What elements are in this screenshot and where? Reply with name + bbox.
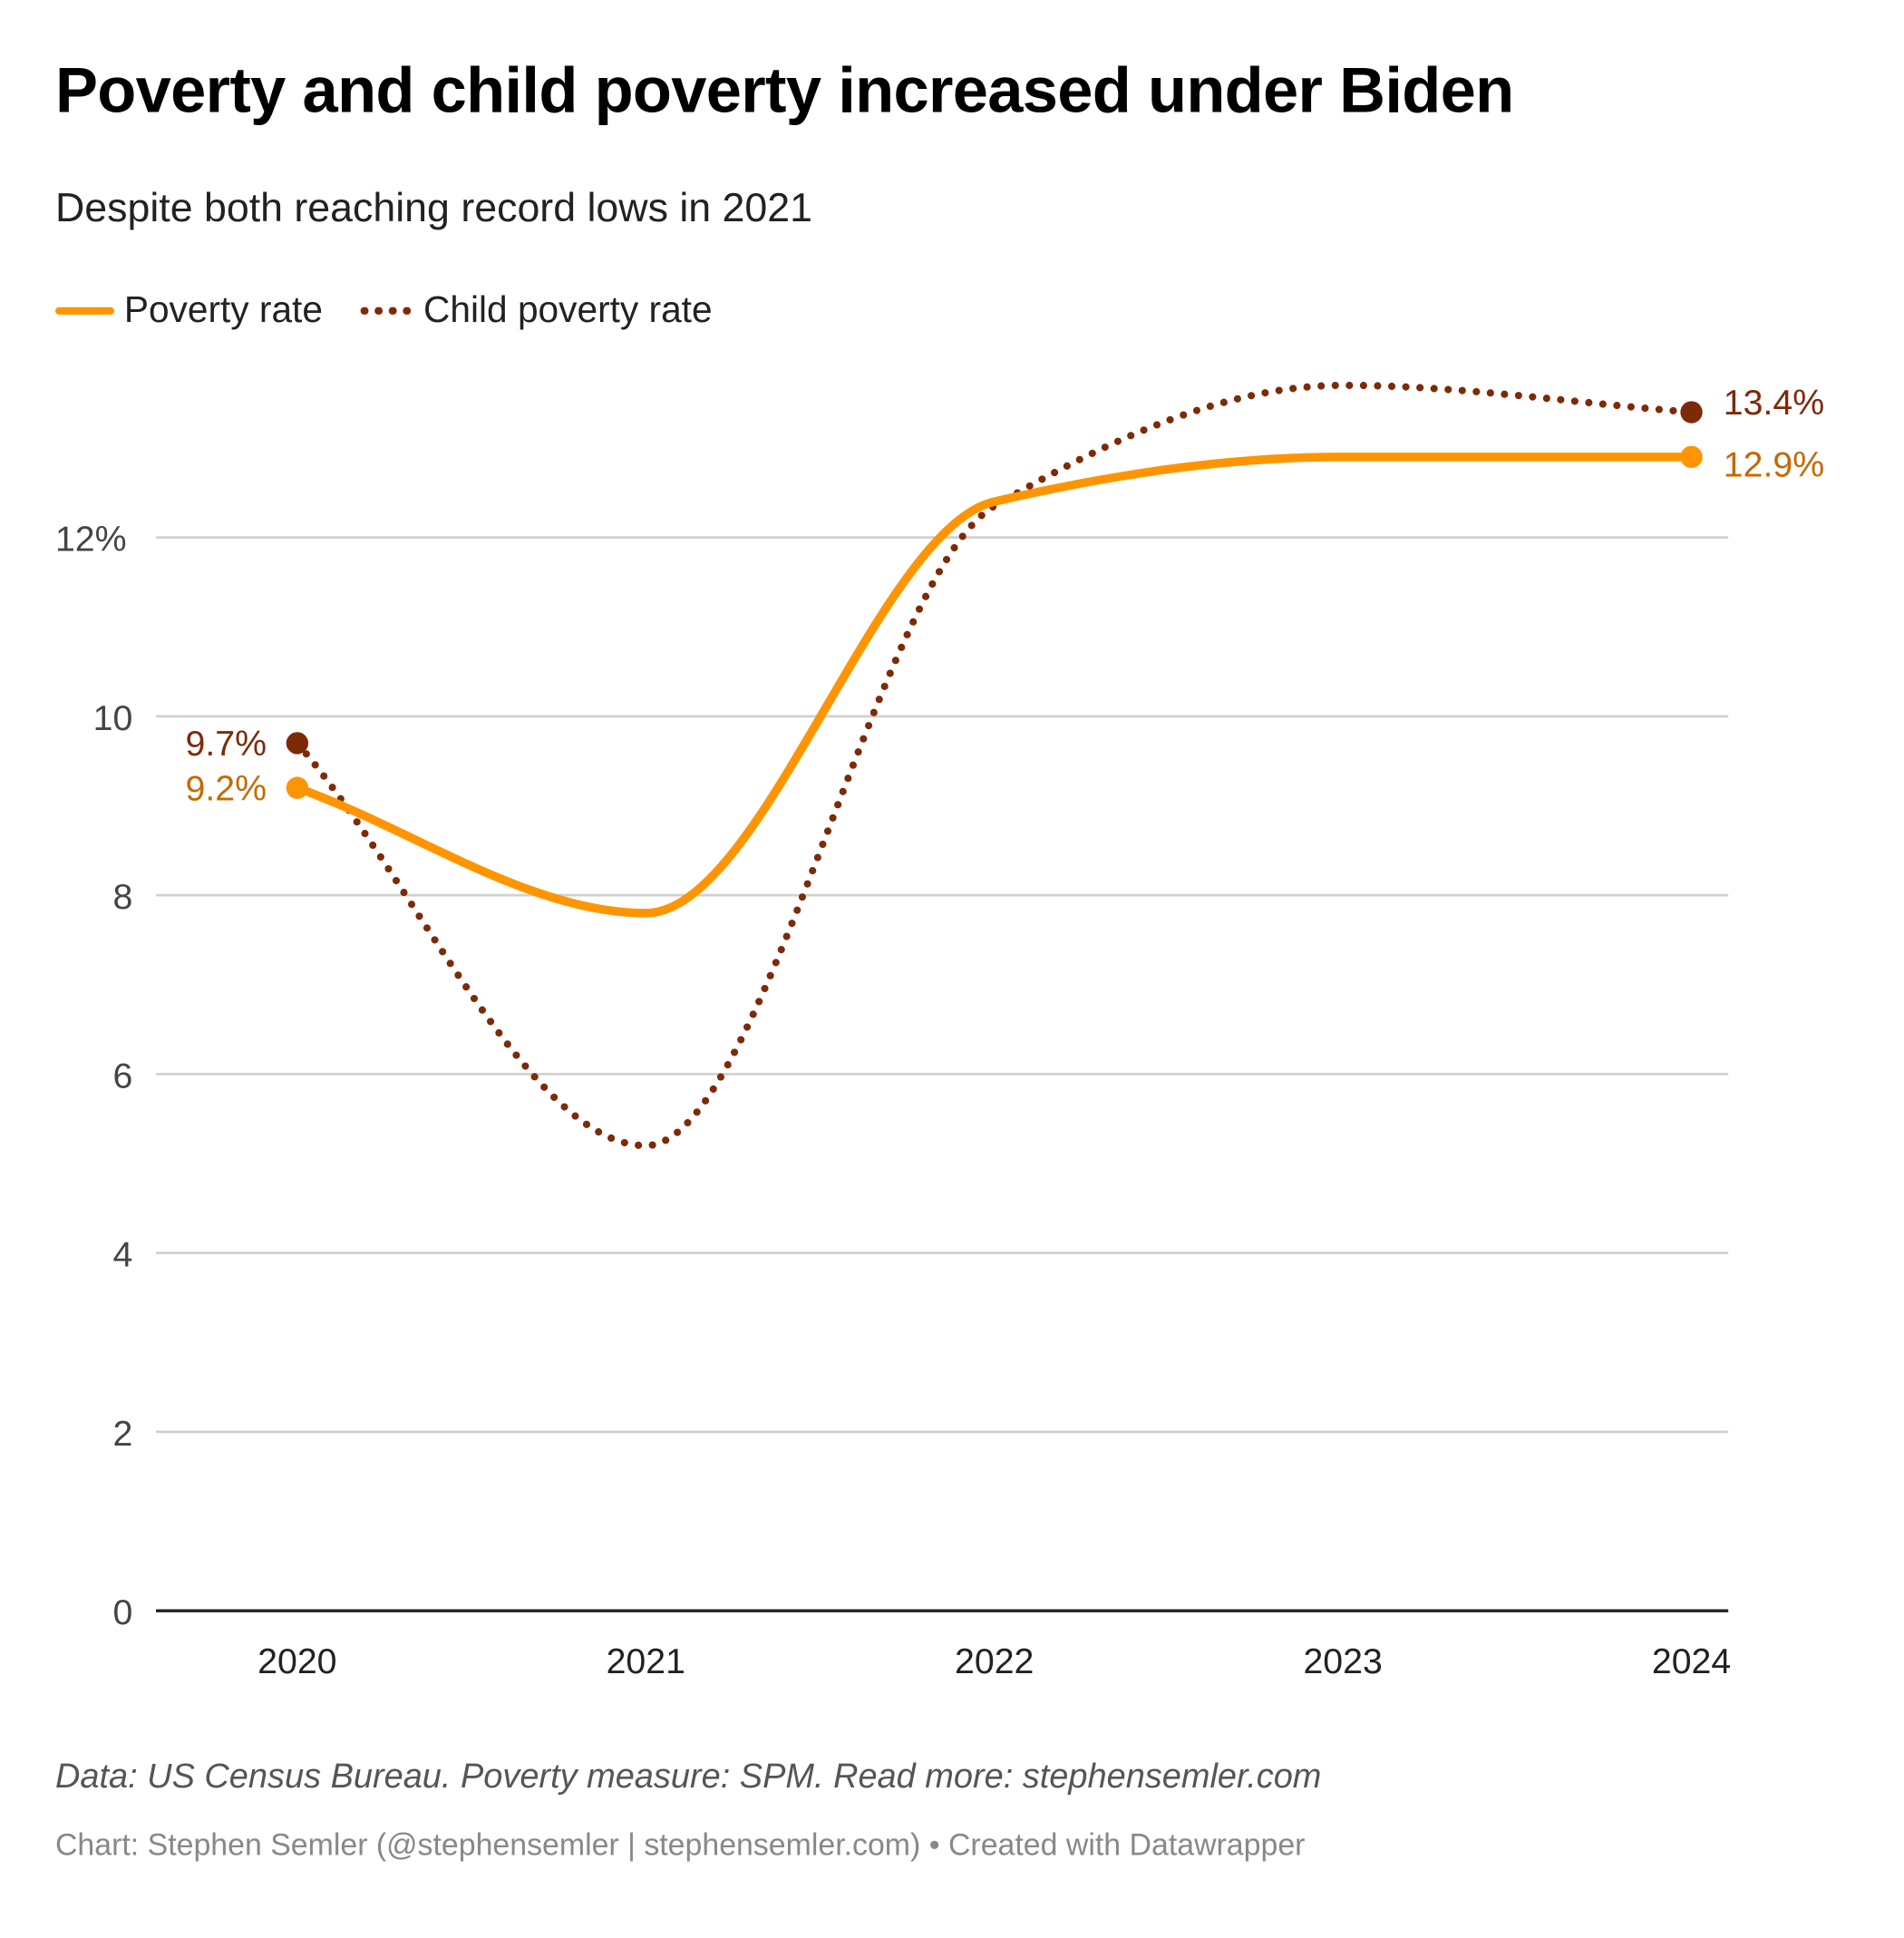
y-tick-label: 12%: [55, 519, 127, 559]
x-tick-label: 2023: [1303, 1641, 1382, 1681]
legend-label-child: Child poverty rate: [423, 289, 713, 331]
y-tick-label: 4: [112, 1235, 132, 1275]
data-point: [286, 776, 309, 799]
data-label: 9.2%: [185, 768, 267, 808]
chart-title: Poverty and child poverty increased unde…: [54, 54, 1514, 127]
x-tick-label: 2022: [955, 1641, 1034, 1681]
legend-swatch-child: [356, 307, 414, 315]
series-line-poverty: [293, 453, 1696, 918]
legend-swatch-poverty: [54, 307, 114, 315]
y-tick-label: 10: [93, 698, 133, 738]
data-point: [1680, 445, 1703, 469]
data-label: 13.4%: [1724, 383, 1824, 423]
legend-label-poverty: Poverty rate: [123, 289, 323, 331]
legend: Poverty rate Child poverty rate: [54, 289, 713, 332]
y-tick-label: 0: [112, 1592, 132, 1632]
chart-subtitle: Despite both reaching record lows in 202…: [54, 184, 813, 230]
x-tick-label: 2021: [607, 1641, 685, 1681]
y-tick-label: 2: [112, 1414, 132, 1454]
data-label: 12.9%: [1724, 444, 1824, 484]
y-tick-label: 6: [112, 1056, 132, 1096]
y-tick-label: 8: [112, 877, 132, 917]
x-tick-label: 2024: [1652, 1641, 1731, 1681]
data-point: [286, 732, 309, 755]
data-point: [1680, 401, 1703, 424]
byline: Chart: Stephen Semler (@stephensemler | …: [54, 1827, 1306, 1863]
data-label: 9.7%: [185, 724, 267, 764]
source-notes: Data: US Census Bureau. Poverty measure:…: [54, 1757, 1322, 1796]
x-tick-label: 2020: [257, 1641, 336, 1681]
